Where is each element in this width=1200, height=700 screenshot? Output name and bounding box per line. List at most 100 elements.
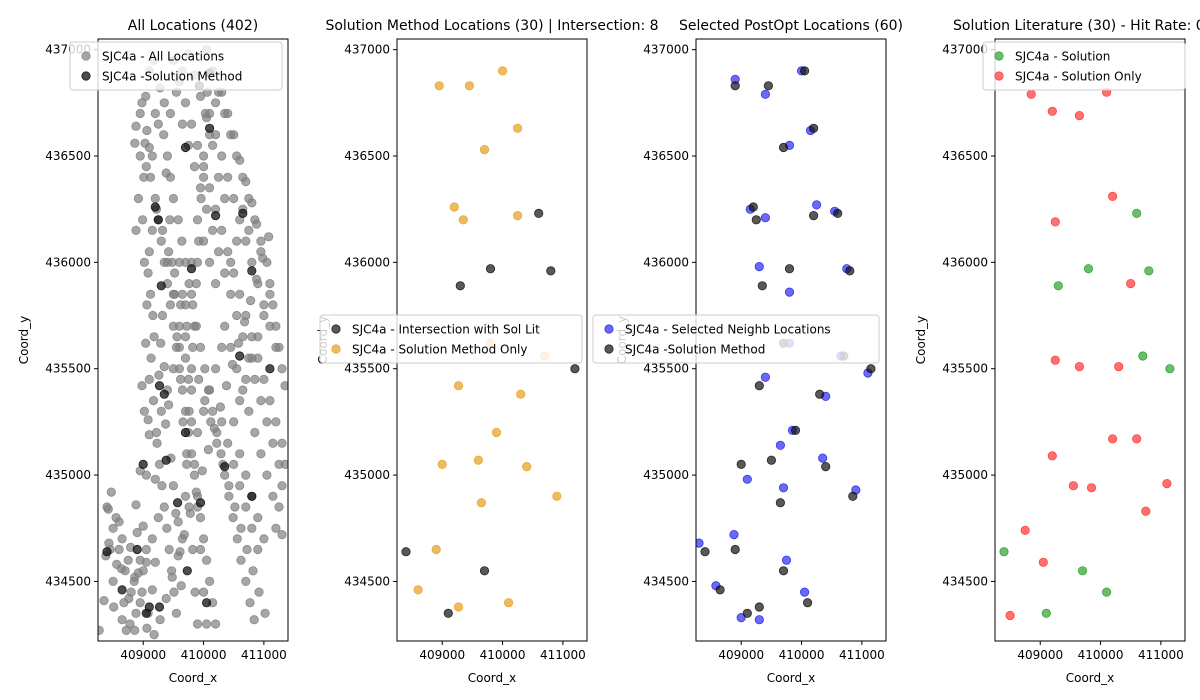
point-series-1 (259, 310, 269, 321)
point-series-1 (253, 512, 263, 523)
point-series-1 (183, 374, 194, 384)
point-series-1 (147, 151, 157, 161)
point-series-1 (173, 517, 183, 527)
point-series-1 (142, 623, 152, 633)
point-series-2 (453, 381, 464, 391)
point-series-1 (171, 508, 181, 519)
point-series-1 (241, 576, 251, 587)
x-tick-label: 409000 (120, 648, 166, 662)
point-series-1 (223, 108, 233, 119)
point-series-1 (178, 417, 188, 427)
point-series-1 (455, 281, 465, 291)
point-series-1 (199, 534, 209, 544)
point-series-1 (111, 512, 121, 523)
legend-marker (994, 51, 1004, 61)
point-series-2 (1074, 361, 1085, 372)
point-series-2 (790, 425, 801, 435)
point-series-1 (170, 268, 180, 278)
point-series-1 (256, 395, 266, 406)
y-tick-label: 436000 (344, 255, 390, 269)
point-series-1 (754, 261, 764, 272)
point-series-2 (848, 491, 858, 501)
point-series-1 (192, 619, 203, 629)
point-series-1 (98, 625, 104, 635)
point-series-1 (252, 274, 262, 284)
point-series-1 (157, 481, 167, 491)
point-series-1 (1102, 587, 1112, 597)
point-series-1 (264, 232, 274, 242)
legend-marker (81, 51, 91, 61)
x-tick-label: 411000 (839, 648, 885, 662)
point-series-1 (156, 406, 166, 416)
point-series-1 (742, 474, 752, 484)
point-series-1 (247, 353, 257, 363)
point-series-2 (784, 264, 795, 274)
point-series-1 (570, 364, 580, 374)
point-series-2 (754, 602, 764, 612)
x-tick-label: 410000 (480, 648, 526, 662)
y-tick-label: 435500 (942, 362, 988, 376)
point-series-2 (102, 547, 112, 557)
point-series-1 (534, 208, 544, 218)
point-series-2 (434, 81, 444, 91)
point-series-1 (199, 236, 209, 246)
point-series-1 (211, 278, 221, 289)
point-series-1 (247, 257, 257, 267)
point-series-1 (999, 547, 1009, 557)
point-series-2 (1141, 506, 1151, 516)
point-series-1 (108, 576, 118, 587)
point-series-1 (195, 342, 206, 352)
point-series-1 (220, 193, 230, 204)
point-series-1 (154, 370, 164, 380)
point-series-1 (191, 321, 201, 331)
point-series-1 (252, 219, 262, 229)
point-series-1 (138, 521, 148, 531)
point-series-1 (277, 481, 287, 491)
point-series-1 (212, 438, 222, 448)
point-series-1 (173, 551, 183, 561)
point-series-1 (274, 459, 284, 469)
point-series-1 (152, 438, 162, 448)
point-series-1 (232, 236, 242, 246)
legend-entry-label: SJC4a -Solution Method (102, 70, 242, 84)
point-series-2 (757, 281, 767, 291)
x-axis-label: Coord_x (767, 671, 816, 685)
point-series-1 (265, 278, 275, 289)
point-series-2 (265, 364, 275, 374)
point-series-2 (1114, 361, 1124, 372)
point-series-1 (133, 193, 143, 204)
point-series-1 (205, 576, 215, 587)
point-series-1 (150, 108, 160, 119)
point-series-2 (751, 215, 761, 225)
point-series-2 (144, 602, 154, 612)
point-series-1 (139, 406, 149, 416)
point-series-2 (464, 81, 474, 91)
point-series-2 (778, 142, 789, 153)
point-series-1 (135, 108, 145, 119)
point-series-1 (148, 310, 158, 321)
point-series-1 (250, 427, 260, 438)
y-tick-label: 435500 (45, 362, 91, 376)
point-series-2 (132, 544, 142, 555)
x-tick-label: 409000 (1017, 648, 1063, 662)
point-series-1 (164, 400, 174, 410)
point-series-1 (271, 523, 281, 533)
point-series-1 (224, 481, 234, 491)
point-series-1 (195, 512, 206, 523)
point-series-1 (200, 364, 210, 374)
legend-marker (604, 344, 614, 354)
point-series-1 (799, 587, 810, 597)
point-series-1 (177, 289, 187, 299)
point-series-1 (168, 364, 178, 374)
point-series-1 (202, 204, 212, 214)
point-series-1 (162, 151, 172, 161)
x-tick-label: 411000 (1138, 648, 1184, 662)
point-series-2 (503, 598, 514, 608)
legend: SJC4a - All Locations SJC4a -Solution Met… (69, 41, 283, 91)
point-series-2 (235, 351, 245, 361)
chart-title: Solution Literature (30) - Hit Rate: 0.2… (953, 18, 1200, 34)
x-tick-label: 410000 (181, 648, 227, 662)
point-series-1 (236, 555, 246, 565)
point-series-2 (512, 123, 523, 133)
point-series-1 (241, 176, 251, 187)
